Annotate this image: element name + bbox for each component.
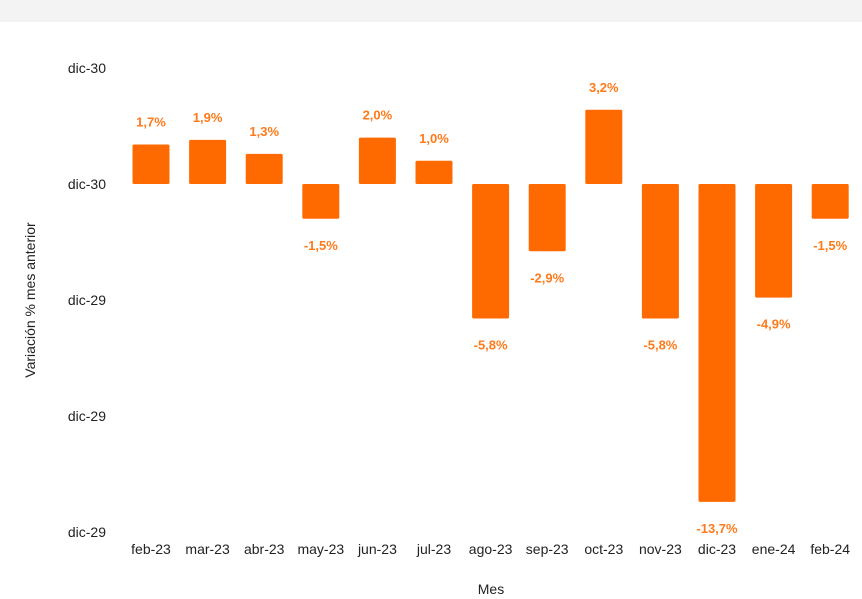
bar-feb-24 bbox=[811, 184, 849, 219]
bar-dic-23 bbox=[698, 184, 736, 502]
x-tick-label: jul-23 bbox=[416, 541, 451, 557]
y-axis-title: Variación % mes anterior bbox=[22, 222, 38, 378]
y-axis-ticks: dic-30 dic-30 dic-29 dic-29 dic-29 bbox=[68, 60, 106, 540]
x-axis-title: Mes bbox=[478, 581, 504, 597]
y-tick-label: dic-29 bbox=[68, 408, 106, 424]
data-label: 3,2% bbox=[589, 80, 619, 95]
bar-ene-24 bbox=[755, 184, 793, 298]
bar-jul-23 bbox=[415, 160, 453, 184]
x-tick-label: feb-23 bbox=[131, 541, 171, 557]
bar-oct-23 bbox=[585, 109, 623, 184]
x-tick-label: sep-23 bbox=[526, 541, 569, 557]
x-tick-label: ago-23 bbox=[469, 541, 513, 557]
x-axis-ticks: feb-23 mar-23 abr-23 may-23 jun-23 jul-23 ago-… bbox=[131, 541, 850, 557]
y-tick-label: dic-30 bbox=[68, 60, 106, 76]
data-label: -5,8% bbox=[474, 338, 508, 353]
bar-abr-23 bbox=[245, 153, 283, 184]
y-tick-label: dic-29 bbox=[68, 292, 106, 308]
data-label: -2,9% bbox=[530, 270, 564, 285]
data-label: -13,7% bbox=[696, 521, 738, 536]
x-tick-label: abr-23 bbox=[244, 541, 285, 557]
bar-feb-23 bbox=[132, 144, 170, 184]
data-label: 1,7% bbox=[136, 115, 166, 130]
data-label: 2,0% bbox=[363, 108, 393, 123]
bar-may-23 bbox=[302, 184, 340, 219]
x-tick-label: oct-23 bbox=[584, 541, 623, 557]
data-label: 1,3% bbox=[249, 124, 279, 139]
bar-sep-23 bbox=[528, 184, 566, 252]
x-tick-label: may-23 bbox=[297, 541, 344, 557]
data-label: -1,5% bbox=[304, 238, 338, 253]
data-label: -5,8% bbox=[643, 338, 677, 353]
top-bar bbox=[0, 0, 862, 22]
x-tick-label: jun-23 bbox=[357, 541, 397, 557]
bar-ago-23 bbox=[472, 184, 510, 319]
x-tick-label: feb-24 bbox=[810, 541, 850, 557]
x-tick-label: mar-23 bbox=[185, 541, 230, 557]
data-label: -1,5% bbox=[813, 238, 847, 253]
bar-jun-23 bbox=[358, 137, 396, 184]
y-tick-label: dic-30 bbox=[68, 176, 106, 192]
y-tick-label: dic-29 bbox=[68, 524, 106, 540]
data-label: -4,9% bbox=[757, 317, 791, 332]
x-tick-label: ene-24 bbox=[752, 541, 796, 557]
x-tick-label: nov-23 bbox=[639, 541, 682, 557]
bar-nov-23 bbox=[641, 184, 679, 319]
data-label: 1,9% bbox=[193, 110, 223, 125]
bar-mar-23 bbox=[189, 139, 227, 184]
bars bbox=[132, 109, 849, 502]
data-label: 1,0% bbox=[419, 131, 449, 146]
data-labels: 1,7% 1,9% 1,3% -1,5% 2,0% 1,0% -5,8% -2,9% 3,2% -… bbox=[136, 80, 847, 536]
x-tick-label: dic-23 bbox=[698, 541, 736, 557]
